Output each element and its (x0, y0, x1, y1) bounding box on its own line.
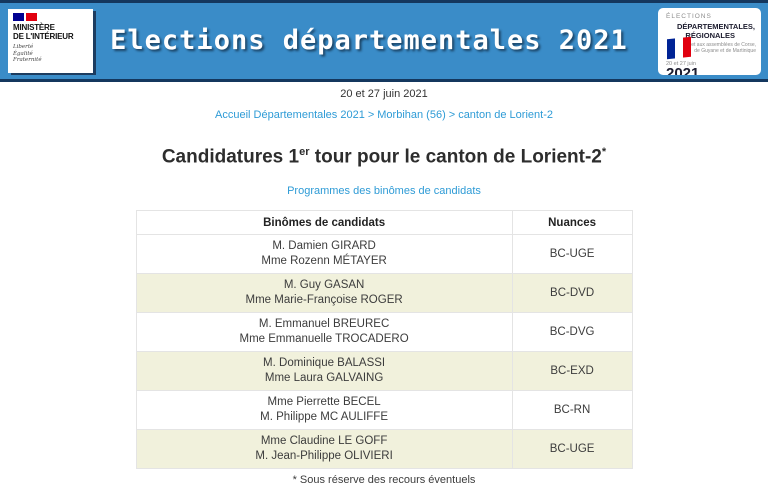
table-row: M. Guy GASAN Mme Marie-Françoise ROGER B… (135, 273, 633, 314)
nuance-cell: BC-DVG (511, 312, 633, 353)
footnote: * Sous réserve des recours éventuels (292, 474, 476, 483)
candidate-pair-cell: Mme Pierrette BECEL M. Philippe MC AULIF… (135, 390, 513, 431)
ordinal-superscript: er (299, 146, 310, 158)
breadcrumb-link-canton[interactable]: canton de Lorient-2 (458, 109, 553, 121)
breadcrumb: Accueil Départementales 2021 > Morbihan (5… (0, 109, 768, 121)
elections-2021-logo: ÉLECTIONS DÉPARTEMENTALES, RÉGIONALES et… (658, 8, 761, 75)
candidate-pair-cell: M. Emmanuel BREUREC Mme Emmanuelle TROCA… (135, 312, 513, 353)
column-header-nuances: Nuances (511, 210, 633, 236)
breadcrumb-link-morbihan[interactable]: Morbihan (56) (377, 109, 446, 121)
table-row: M. Dominique BALASSI Mme Laura GALVAING … (135, 351, 633, 392)
footnote-asterisk: * (601, 146, 607, 158)
elections-logo-dates: 20 et 27 juin (666, 61, 696, 67)
table-header-row: Binômes de candidats Nuances (135, 210, 633, 236)
ministry-motto: Liberté Égalité Fraternité (13, 44, 42, 63)
nuance-cell: BC-UGE (511, 429, 633, 470)
nuance-cell: BC-EXD (511, 351, 633, 392)
ministry-name: MINISTÈRE DE L'INTÉRIEUR (13, 23, 88, 41)
column-header-binomes: Binômes de candidats (135, 210, 513, 236)
page-title: Candidatures 1er tour pour le canton de … (161, 146, 607, 168)
ministry-name-line2: DE L'INTÉRIEUR (13, 32, 74, 41)
elections-logo-line3: RÉGIONALES (685, 31, 735, 40)
site-title: Elections départementales 2021 (110, 25, 628, 56)
candidates-table: Binômes de candidats Nuances M. Damien G… (135, 210, 633, 470)
programs-link[interactable]: Programmes des binômes de candidats (287, 185, 481, 198)
election-dates: 20 et 27 juin 2021 (340, 88, 428, 100)
candidate-pair-cell: Mme Claudine LE GOFF M. Jean-Philippe OL… (135, 429, 513, 470)
table-row: M. Emmanuel BREUREC Mme Emmanuelle TROCA… (135, 312, 633, 353)
elections-logo-year: 2021 (666, 65, 700, 75)
candidate-pair-cell: M. Dominique BALASSI Mme Laura GALVAING (135, 351, 513, 392)
table-row: Mme Claudine LE GOFF M. Jean-Philippe OL… (135, 429, 633, 470)
candidate-pair-cell: M. Guy GASAN Mme Marie-Françoise ROGER (135, 273, 513, 314)
nuance-cell: BC-DVD (511, 273, 633, 314)
nuance-cell: BC-RN (511, 390, 633, 431)
ministry-name-line1: MINISTÈRE (13, 23, 55, 32)
french-flag-icon (667, 36, 691, 60)
elections-logo-subtext: et aux assemblées de Corse, de Guyane et… (691, 42, 756, 54)
breadcrumb-separator: > (448, 109, 456, 121)
breadcrumb-separator: > (367, 109, 375, 121)
ministry-interieur-logo: MINISTÈRE DE L'INTÉRIEUR Liberté Égalité… (8, 9, 93, 73)
candidate-pair-cell: M. Damien GIRARD Mme Rozenn MÉTAYER (135, 234, 513, 275)
elections-logo-line2: DÉPARTEMENTALES, (676, 22, 755, 31)
header-banner: MINISTÈRE DE L'INTÉRIEUR Liberté Égalité… (0, 0, 768, 82)
french-flag-icon (13, 13, 88, 21)
breadcrumb-link-accueil[interactable]: Accueil Départementales 2021 (215, 109, 365, 121)
table-row: M. Damien GIRARD Mme Rozenn MÉTAYER BC-U… (135, 234, 633, 275)
nuance-cell: BC-UGE (511, 234, 633, 275)
programs-link-container: Programmes des binômes de candidats (0, 185, 768, 197)
table-row: Mme Pierrette BECEL M. Philippe MC AULIF… (135, 390, 633, 431)
elections-logo-line1: ÉLECTIONS (666, 13, 712, 20)
